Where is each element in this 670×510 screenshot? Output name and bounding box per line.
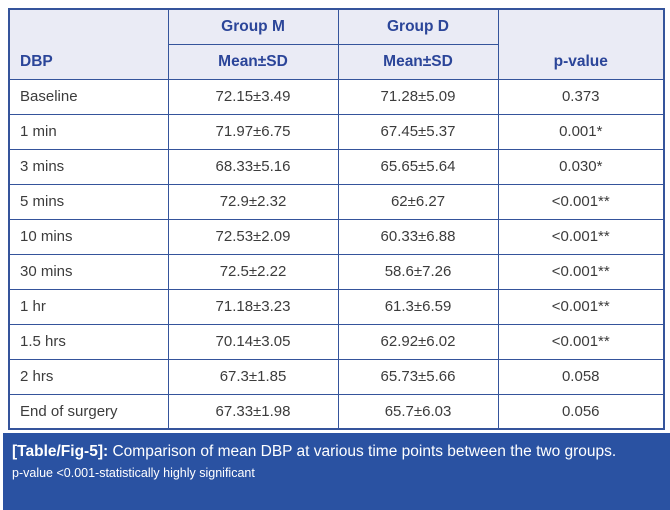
table-row: 1.5 hrs 70.14±3.05 62.92±6.02 <0.001** — [8, 323, 665, 360]
p-value: 0.001* — [497, 113, 665, 150]
group-d-value: 58.6±7.26 — [337, 253, 499, 290]
p-value: <0.001** — [497, 253, 665, 290]
p-value: 0.058 — [497, 358, 665, 395]
table-caption: [Table/Fig-5]: Comparison of mean DBP at… — [12, 442, 654, 462]
group-d-value: 65.7±6.03 — [337, 393, 499, 430]
group-m-value: 67.33±1.98 — [167, 393, 339, 430]
group-m-value: 67.3±1.85 — [167, 358, 339, 395]
group-d-value: 65.65±5.64 — [337, 148, 499, 185]
header-p-value: p-value — [497, 8, 665, 80]
group-m-value: 72.5±2.22 — [167, 253, 339, 290]
table-row: 1 min 71.97±6.75 67.45±5.37 0.001* — [8, 113, 665, 150]
table-row: 10 mins 72.53±2.09 60.33±6.88 <0.001** — [8, 218, 665, 255]
row-label: End of surgery — [8, 393, 169, 430]
caption-tag: [Table/Fig-5]: — [12, 443, 109, 460]
header-dbp: DBP — [8, 8, 169, 80]
table-row: 2 hrs 67.3±1.85 65.73±5.66 0.058 — [8, 358, 665, 395]
group-m-value: 72.9±2.32 — [167, 183, 339, 220]
header-row-mean-sd: Mean±SD Mean±SD — [9, 43, 664, 80]
row-label: 1 hr — [8, 288, 169, 325]
p-value: <0.001** — [497, 288, 665, 325]
table-row: 3 mins 68.33±5.16 65.65±5.64 0.030* — [8, 148, 665, 185]
group-d-value: 61.3±6.59 — [337, 288, 499, 325]
group-m-value: 71.97±6.75 — [167, 113, 339, 150]
group-d-value: 65.73±5.66 — [337, 358, 499, 395]
table-row: Baseline 72.15±3.49 71.28±5.09 0.373 — [8, 78, 665, 115]
group-m-value: 72.15±3.49 — [167, 78, 339, 115]
header-group-m: Group M — [167, 8, 339, 45]
group-d-value: 71.28±5.09 — [337, 78, 499, 115]
p-value: <0.001** — [497, 218, 665, 255]
p-value: 0.373 — [497, 78, 665, 115]
p-value: 0.030* — [497, 148, 665, 185]
table-row: 5 mins 72.9±2.32 62±6.27 <0.001** — [8, 183, 665, 220]
header-mean-sd-group-m: Mean±SD — [167, 43, 339, 80]
p-value: <0.001** — [497, 323, 665, 360]
header-group-d: Group D — [337, 8, 499, 45]
table-row: End of surgery 67.33±1.98 65.7±6.03 0.05… — [8, 393, 665, 430]
group-d-value: 62±6.27 — [337, 183, 499, 220]
row-label: 2 hrs — [8, 358, 169, 395]
caption-note: p-value <0.001-statistically highly sign… — [12, 466, 255, 480]
row-label: 10 mins — [8, 218, 169, 255]
row-label: 1.5 hrs — [8, 323, 169, 360]
group-m-value: 68.33±5.16 — [167, 148, 339, 185]
dbp-comparison-table: DBP Group M Group D p-value Mean±SD Mean… — [8, 8, 665, 430]
row-label: Baseline — [8, 78, 169, 115]
table-row: 1 hr 71.18±3.23 61.3±6.59 <0.001** — [8, 288, 665, 325]
group-d-value: 62.92±6.02 — [337, 323, 499, 360]
p-value: <0.001** — [497, 183, 665, 220]
group-m-value: 71.18±3.23 — [167, 288, 339, 325]
group-d-value: 67.45±5.37 — [337, 113, 499, 150]
table-row: 30 mins 72.5±2.22 58.6±7.26 <0.001** — [8, 253, 665, 290]
group-m-value: 72.53±2.09 — [167, 218, 339, 255]
header-mean-sd-group-d: Mean±SD — [337, 43, 499, 80]
row-label: 5 mins — [8, 183, 169, 220]
caption-band: [Table/Fig-5]: Comparison of mean DBP at… — [3, 433, 670, 510]
row-label: 3 mins — [8, 148, 169, 185]
row-label: 1 min — [8, 113, 169, 150]
caption-text: Comparison of mean DBP at various time p… — [112, 443, 617, 460]
row-label: 30 mins — [8, 253, 169, 290]
group-m-value: 70.14±3.05 — [167, 323, 339, 360]
header-row-groups: DBP Group M Group D p-value — [8, 8, 665, 80]
group-d-value: 60.33±6.88 — [337, 218, 499, 255]
p-value: 0.056 — [497, 393, 665, 430]
